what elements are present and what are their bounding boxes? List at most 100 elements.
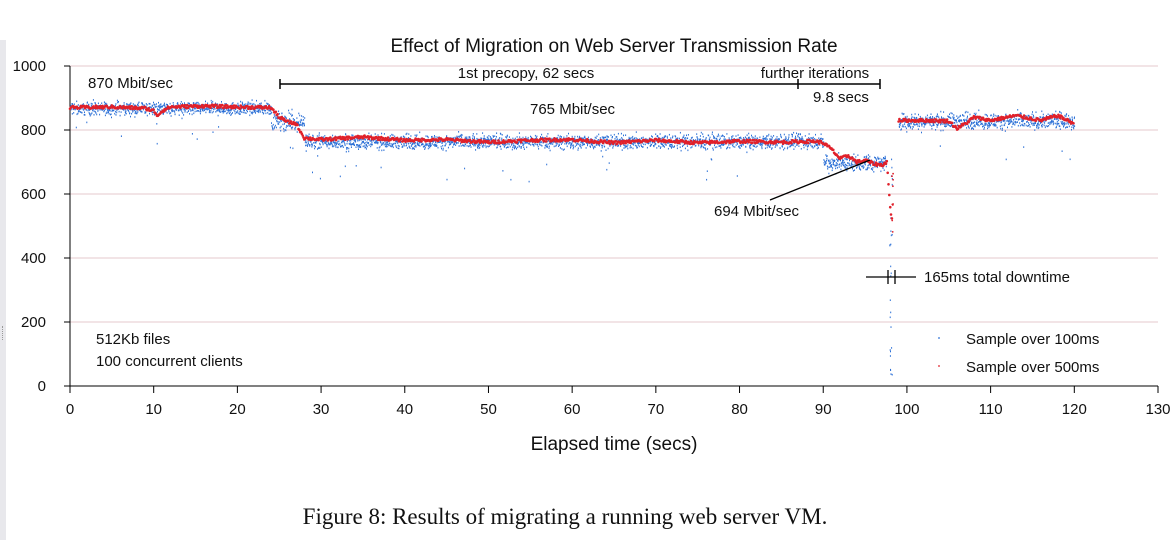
- sample-100ms-point: [318, 146, 320, 149]
- sample-100ms-point: [136, 112, 138, 115]
- sample-100ms-point: [812, 147, 814, 149]
- sample-100ms-point: [152, 113, 154, 116]
- sample-100ms-point: [111, 116, 112, 119]
- x-tick-label: 120: [1062, 401, 1087, 418]
- sample-100ms-point: [1043, 116, 1045, 118]
- sample-100ms-point: [432, 141, 434, 143]
- sample-100ms-point: [847, 164, 849, 167]
- sample-100ms-point: [655, 143, 657, 145]
- sample-500ms-point: [367, 137, 371, 141]
- sample-100ms-point: [668, 141, 670, 144]
- sample-100ms-point: [202, 109, 203, 112]
- sample-100ms-point: [275, 116, 277, 119]
- sample-100ms-point: [976, 123, 977, 125]
- sample-100ms-point: [544, 147, 546, 149]
- sample-100ms-point: [286, 125, 288, 127]
- sample-100ms-point: [456, 142, 458, 145]
- sample-100ms-point: [474, 143, 476, 145]
- sample-100ms-point: [105, 108, 107, 110]
- sample-100ms-point: [972, 118, 974, 121]
- sample-100ms-point: [743, 137, 745, 139]
- sample-100ms-point: [933, 124, 935, 126]
- sample-100ms-point: [534, 143, 536, 145]
- sample-100ms-point: [442, 147, 444, 150]
- sample-100ms-point: [267, 111, 269, 114]
- sample-100ms-point: [822, 138, 824, 140]
- sample-100ms-point: [638, 141, 640, 144]
- sample-100ms-point: [981, 122, 983, 125]
- sample-100ms-point: [442, 149, 444, 151]
- sample-100ms-point: [755, 137, 757, 140]
- sample-100ms-point: [926, 117, 928, 120]
- sample-100ms-point: [979, 120, 981, 122]
- sample-100ms-point: [406, 142, 408, 145]
- sample-100ms-point: [107, 110, 109, 113]
- sample-100ms-point: [860, 169, 862, 171]
- sample-100ms-point: [689, 141, 691, 143]
- sample-100ms-point: [577, 135, 579, 138]
- sample-100ms-point: [129, 103, 131, 105]
- sample-100ms-point: [312, 171, 313, 174]
- sample-100ms-point: [975, 112, 977, 115]
- sample-100ms-point: [750, 144, 752, 147]
- sample-100ms-point: [258, 111, 260, 114]
- sample-100ms-point: [330, 141, 332, 143]
- sample-500ms-point: [298, 128, 301, 132]
- sample-100ms-point: [966, 127, 968, 129]
- sample-100ms-point: [152, 111, 154, 113]
- sample-100ms-point: [430, 142, 432, 144]
- sample-100ms-point: [885, 159, 887, 162]
- sample-100ms-point: [512, 137, 514, 140]
- sample-100ms-point: [984, 122, 986, 125]
- sample-100ms-point: [786, 140, 787, 142]
- sample-100ms-point: [953, 116, 955, 119]
- sample-100ms-point: [867, 154, 869, 156]
- sample-100ms-point: [823, 159, 825, 161]
- sample-100ms-point: [442, 144, 444, 147]
- sample-100ms-point: [441, 142, 443, 144]
- sample-100ms-point: [484, 142, 486, 145]
- sample-100ms-point: [476, 145, 478, 147]
- sample-100ms-point: [238, 105, 240, 108]
- sample-100ms-point: [84, 111, 85, 114]
- sample-100ms-point: [1063, 125, 1065, 127]
- sample-100ms-point: [940, 129, 942, 132]
- sample-100ms-point: [785, 137, 787, 140]
- sample-100ms-point: [1065, 126, 1067, 129]
- sample-100ms-point: [425, 144, 427, 147]
- sample-100ms-point: [212, 110, 214, 113]
- sample-100ms-point: [844, 157, 846, 160]
- x-tick-label: 110: [979, 401, 1003, 418]
- sample-100ms-point: [215, 111, 217, 113]
- sample-100ms-point: [627, 147, 629, 150]
- sample-100ms-point: [149, 112, 150, 115]
- sample-100ms-point: [577, 147, 579, 149]
- sample-100ms-point: [835, 162, 837, 164]
- sample-100ms-point: [500, 139, 502, 141]
- sample-100ms-point: [589, 139, 591, 141]
- sample-100ms-point: [415, 145, 417, 147]
- sample-100ms-point: [759, 136, 761, 139]
- sample-100ms-point: [753, 136, 755, 139]
- sample-100ms-point: [1056, 118, 1058, 121]
- sample-100ms-point: [243, 103, 245, 106]
- sample-100ms-point: [783, 133, 785, 136]
- sample-100ms-point: [395, 140, 397, 142]
- sample-100ms-point: [635, 137, 637, 139]
- sample-500ms-point: [965, 122, 969, 125]
- sample-100ms-point: [291, 108, 293, 111]
- sample-500ms-point: [515, 141, 519, 144]
- sample-500ms-point: [939, 121, 942, 124]
- sample-100ms-point: [181, 110, 183, 113]
- sample-100ms-point: [647, 138, 649, 141]
- sample-100ms-point: [208, 108, 210, 111]
- sample-100ms-point: [934, 117, 935, 119]
- sample-100ms-point: [279, 126, 281, 129]
- sample-500ms-point: [624, 141, 627, 145]
- sample-100ms-point: [771, 148, 773, 150]
- sample-100ms-point: [1032, 124, 1034, 127]
- sample-100ms-point: [533, 143, 534, 146]
- sample-100ms-point: [683, 136, 685, 138]
- sample-100ms-point: [200, 109, 201, 111]
- sample-100ms-point: [152, 107, 154, 109]
